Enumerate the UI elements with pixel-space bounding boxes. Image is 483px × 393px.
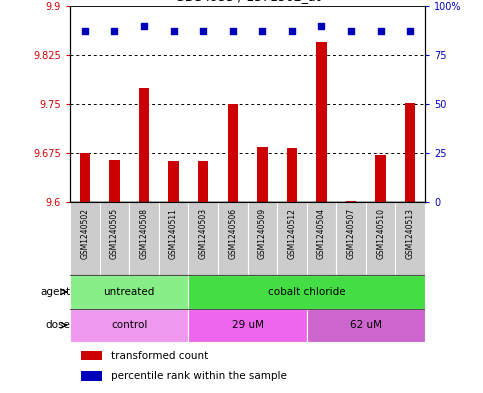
Bar — [257, 147, 268, 202]
Bar — [109, 160, 120, 202]
Bar — [188, 309, 307, 342]
Point — [199, 28, 207, 35]
Bar — [80, 153, 90, 202]
Bar — [307, 202, 336, 275]
Text: GSM1240512: GSM1240512 — [287, 208, 297, 259]
Bar — [81, 371, 102, 381]
Point — [318, 22, 326, 29]
Title: GDS4953 / 1371502_at: GDS4953 / 1371502_at — [175, 0, 320, 3]
Text: GSM1240504: GSM1240504 — [317, 208, 326, 259]
Bar — [139, 88, 149, 202]
Text: 62 uM: 62 uM — [350, 320, 382, 330]
Bar — [375, 155, 386, 202]
Bar — [405, 103, 415, 202]
Text: agent: agent — [40, 287, 70, 297]
Text: dose: dose — [45, 320, 70, 330]
Bar — [248, 202, 277, 275]
Bar — [336, 202, 366, 275]
Bar — [81, 351, 102, 360]
Point — [140, 22, 148, 29]
Text: GSM1240505: GSM1240505 — [110, 208, 119, 259]
Text: GSM1240502: GSM1240502 — [80, 208, 89, 259]
Text: GSM1240507: GSM1240507 — [347, 208, 355, 259]
Text: GSM1240508: GSM1240508 — [140, 208, 148, 259]
Text: control: control — [111, 320, 147, 330]
Text: GSM1240509: GSM1240509 — [258, 208, 267, 259]
Text: cobalt chloride: cobalt chloride — [268, 287, 345, 297]
Point — [229, 28, 237, 35]
Bar — [129, 202, 159, 275]
Text: percentile rank within the sample: percentile rank within the sample — [111, 371, 287, 382]
Text: 29 uM: 29 uM — [231, 320, 264, 330]
Bar — [316, 42, 327, 202]
Bar — [227, 104, 238, 202]
Text: GSM1240510: GSM1240510 — [376, 208, 385, 259]
Bar — [70, 202, 99, 275]
Text: GSM1240513: GSM1240513 — [406, 208, 415, 259]
Point — [377, 28, 384, 35]
Bar — [159, 202, 188, 275]
Point — [170, 28, 177, 35]
Text: GSM1240511: GSM1240511 — [169, 208, 178, 259]
Text: transformed count: transformed count — [111, 351, 208, 361]
Text: GSM1240506: GSM1240506 — [228, 208, 237, 259]
Bar — [99, 202, 129, 275]
Bar — [188, 202, 218, 275]
Bar — [188, 275, 425, 309]
Bar — [396, 202, 425, 275]
Text: untreated: untreated — [103, 287, 155, 297]
Bar — [277, 202, 307, 275]
Bar — [198, 161, 208, 202]
Point — [81, 28, 89, 35]
Bar — [366, 202, 396, 275]
Bar — [70, 309, 188, 342]
Point — [406, 28, 414, 35]
Point — [347, 28, 355, 35]
Point — [111, 28, 118, 35]
Point — [288, 28, 296, 35]
Point — [258, 28, 266, 35]
Bar — [307, 309, 425, 342]
Bar — [287, 148, 297, 202]
Bar — [70, 275, 188, 309]
Bar — [218, 202, 248, 275]
Bar — [346, 201, 356, 202]
Bar — [169, 161, 179, 202]
Text: GSM1240503: GSM1240503 — [199, 208, 208, 259]
